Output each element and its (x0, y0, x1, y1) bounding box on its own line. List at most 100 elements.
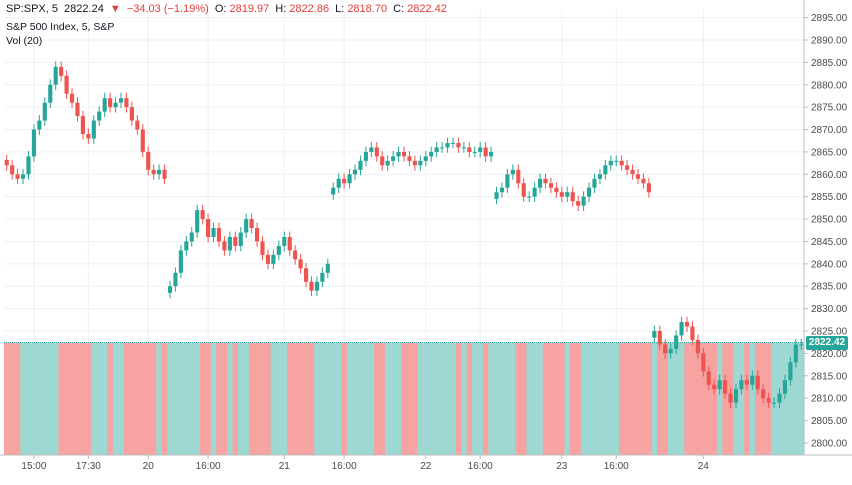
volume-bar (390, 342, 397, 455)
volume-bar (526, 342, 533, 455)
candle-body (69, 93, 75, 103)
candle-body (499, 187, 505, 193)
chart-legend-header: SP:SPX, 5 2822.24 ▼ −34.03 (−1.19%) O: 28… (6, 3, 450, 15)
candle-body (793, 344, 798, 363)
volume-bar (63, 342, 70, 455)
down-arrow-icon: ▼ (109, 3, 121, 15)
candle-body (625, 165, 630, 170)
candle-body (162, 169, 167, 179)
low-value: 2818.70 (347, 3, 388, 15)
volume-bar (112, 342, 119, 455)
candle-body (206, 219, 211, 237)
candle-body (614, 160, 619, 162)
candle-body (456, 142, 461, 148)
high-value: 2822.86 (289, 3, 330, 15)
volume-bar (657, 342, 664, 455)
candle-body (652, 330, 657, 338)
candle-body (728, 393, 733, 403)
volume-bar (357, 342, 364, 455)
volume-bar (673, 342, 680, 455)
candle-body (325, 263, 330, 273)
volume-bar (553, 342, 560, 455)
x-tick-label: 16:00 (468, 461, 493, 472)
candle-body (189, 232, 194, 242)
volume-bar (602, 342, 609, 455)
candle-body (146, 151, 151, 170)
volume-bar (618, 342, 626, 455)
volume-bar (199, 342, 206, 455)
candle-body (173, 272, 178, 287)
volume-bar (183, 342, 190, 455)
volume-bar (243, 342, 250, 455)
candle-body (80, 116, 85, 135)
candle-body (380, 156, 385, 166)
candle-body (336, 178, 341, 188)
volume-bar (265, 342, 272, 455)
candle-body (461, 147, 466, 149)
volume-bar (346, 342, 353, 455)
candle-body (532, 187, 537, 197)
volume-bar (232, 342, 239, 455)
volume-bar (640, 342, 647, 455)
candle-body (712, 384, 717, 390)
volume-bar (118, 342, 125, 455)
candle-body (494, 192, 499, 199)
candle-body (690, 326, 695, 340)
candle-body (222, 241, 227, 251)
candle-body (537, 178, 543, 188)
candle-body (135, 120, 140, 130)
volume-bar (325, 342, 332, 455)
volume-bar (662, 342, 669, 455)
volume-bar (412, 342, 419, 455)
volume-bar (292, 342, 299, 455)
volume-bar (575, 342, 582, 455)
candle-body (238, 232, 243, 246)
candle-body (603, 165, 608, 175)
y-tick-label: 2850.00 (811, 215, 848, 226)
volume-bar (482, 342, 489, 455)
volume-bar (488, 342, 495, 455)
candle-body (352, 169, 358, 175)
candle-body (396, 151, 401, 157)
candle-body (429, 151, 434, 157)
candle-body (750, 375, 755, 385)
candle-body (445, 142, 450, 148)
candle-body (423, 156, 428, 161)
candle-body (42, 102, 47, 121)
candle-body (200, 210, 205, 220)
volume-indicator-label[interactable]: Vol (20) (6, 35, 43, 47)
volume-bar (406, 342, 413, 455)
candle-body (113, 102, 118, 108)
volume-bar (69, 342, 76, 455)
candle-body (227, 236, 232, 251)
candle-body (233, 236, 238, 246)
y-tick-label: 2845.00 (811, 237, 848, 248)
candle-body (744, 380, 749, 385)
candle-body (157, 169, 162, 175)
candle-body (717, 380, 722, 390)
candle-body (489, 151, 494, 157)
volume-bar (47, 342, 54, 455)
candle-body (309, 281, 314, 291)
candle-body (679, 322, 684, 336)
volume-bar (134, 342, 141, 455)
candle-body (483, 147, 488, 157)
x-tick-label: 15:00 (21, 461, 46, 472)
volume-bar (205, 342, 212, 455)
candle-body (565, 192, 570, 197)
candle-body (314, 281, 319, 291)
candle-body (521, 183, 526, 197)
volume-bar (695, 342, 702, 455)
candle-body (766, 398, 771, 403)
candle-body (4, 159, 9, 166)
candle-body (440, 147, 445, 149)
candle-body (347, 174, 352, 184)
volume-bar (189, 342, 196, 455)
volume-bar (793, 342, 800, 455)
candle-body (799, 344, 804, 346)
volume-bar (9, 342, 16, 455)
volume-bar (548, 342, 555, 455)
volume-bar (635, 342, 642, 455)
candle-body (195, 210, 200, 233)
